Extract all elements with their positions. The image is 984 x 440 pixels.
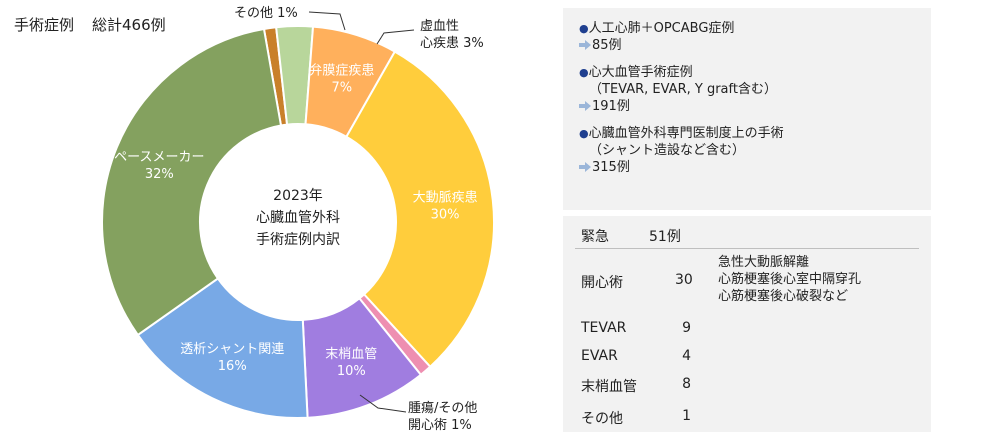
center-text-line: 2023年 [273, 188, 323, 204]
callout-line-1 [308, 11, 346, 31]
stat-block-1: ●人工心肺＋OPCABG症例 85例 [579, 20, 915, 54]
emergency-row-name: 末梢血管 [581, 379, 637, 395]
slice-label-3: 弁膜症疾患 7% [309, 64, 374, 96]
inside-slice-labels: 弁膜症疾患 7% 大動脈疾患 30% 末梢血管 10% 透析シャント関連 16% ペースメーカー… [114, 64, 477, 380]
callout-line-5 [359, 394, 407, 413]
stat-block-3: ●心臓血管外科専門医制度上の手術 （シャント造設など含む） 315例 [579, 125, 915, 176]
callout-text: 腫瘍/その他 [408, 401, 478, 416]
stat-value: 315例 [579, 159, 915, 176]
emergency-header: 緊急 51例 [581, 226, 681, 246]
stat-value: 85例 [579, 37, 915, 54]
callout-text: その他 1% [234, 6, 298, 21]
emergency-row-name: その他 [581, 411, 623, 427]
stat-label: ●心臓血管外科専門医制度上の手術 [579, 126, 784, 141]
bullet-icon: ● [579, 66, 589, 79]
chart-heading: 手術症例 総計466例 [14, 14, 166, 35]
bullet-icon: ● [579, 127, 589, 140]
emergency-row-value: 4 [682, 348, 691, 364]
emergency-row-name: EVAR [581, 348, 618, 364]
stat-label: ●心大血管手術症例 [579, 65, 693, 80]
stat-label: （シャント造設など含む） [589, 143, 746, 158]
center-text-line: 手術症例内訳 [256, 232, 340, 248]
emergency-count: 51例 [649, 229, 681, 245]
callout-line-2 [376, 29, 415, 45]
slice-label-6: 末梢血管 10% [325, 347, 377, 379]
slice-label-8: ペースメーカー 32% [114, 150, 204, 182]
emergency-row-value: 9 [682, 320, 691, 336]
slice-label-7: 透析シャント関連 16% [180, 342, 284, 374]
emergency-row-value: 30 [675, 272, 693, 288]
callout-text: 心疾患 3% [420, 36, 484, 51]
stat-value: 191例 [579, 98, 915, 115]
emergency-row-name: TEVAR [581, 320, 627, 336]
emergency-row-value: 8 [682, 376, 691, 392]
emergency-row-name: 開心術 [581, 275, 623, 291]
right-arrow-icon [579, 101, 591, 111]
slice-callout-2: 虚血性心疾患 3% [420, 18, 484, 52]
donut-slices [101, 25, 495, 419]
bullet-icon: ● [579, 22, 589, 35]
total-count: 総計466例 [92, 16, 166, 34]
stat-label: （TEVAR, EVAR, Y graft含む） [589, 82, 777, 97]
callout-leader-lines [308, 11, 415, 413]
slice-callout-5: 腫瘍/その他 開心術 1% [408, 400, 477, 434]
emergency-divider [575, 248, 919, 249]
summary-stats-panel: ●人工心肺＋OPCABG症例 85例 ●心大血管手術症例 （TEVAR, EVAR, … [563, 8, 931, 210]
donut-chart: 弁膜症疾患 7% 大動脈疾患 30% 末梢血管 10% 透析シャント関連 16% ペースメーカー… [101, 11, 495, 419]
callout-text: 虚血性 [420, 19, 460, 34]
emergency-row-value: 1 [682, 408, 691, 424]
slice-callout-1: その他 1% [234, 5, 298, 22]
center-text-line: 心臓血管外科 [256, 210, 340, 226]
slice-label-4: 大動脈疾患 30% [413, 191, 478, 223]
emergency-panel: 緊急 51例 開心術 30 急性大動脈解離 心筋梗塞後心室中隔穿孔 心筋梗塞後心破裂など T… [563, 216, 931, 432]
callout-text: 開心術 1% [408, 418, 472, 433]
stat-block-2: ●心大血管手術症例 （TEVAR, EVAR, Y graft含む） 191例 [579, 64, 915, 115]
slice-4 [345, 50, 495, 369]
slice-8 [101, 27, 283, 337]
right-arrow-icon [579, 40, 591, 50]
emergency-title: 緊急 [581, 229, 609, 245]
right-arrow-icon [579, 162, 591, 172]
chart-title: 手術症例 [14, 16, 75, 34]
emergency-row-note: 急性大動脈解離 心筋梗塞後心室中隔穿孔 心筋梗塞後心破裂など [718, 255, 862, 304]
slice-7 [136, 277, 309, 419]
stat-label: ●人工心肺＋OPCABG症例 [579, 21, 735, 36]
